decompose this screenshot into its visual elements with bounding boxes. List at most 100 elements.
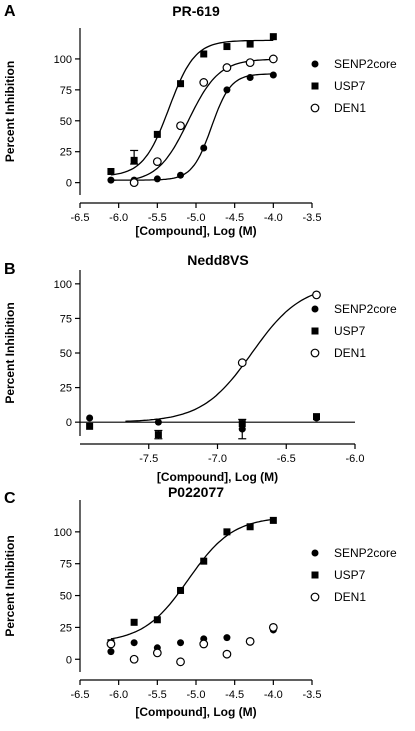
chart-title: Nedd8VS [187,252,248,268]
x-tick-label: -4.5 [225,212,244,224]
chart-panel-c: C P022077 0 25 50 75 100 -6.5 -6.0 -5.5 -5.0 -4.5 -4… [3,484,397,719]
x-tick-label: -7.0 [208,453,227,465]
data-point-den1 [106,639,116,649]
y-tick-label: 50 [60,591,72,603]
data-point-usp7 [269,516,277,524]
x-tick-label: -6.5 [277,453,296,465]
data-point-den1 [176,121,185,131]
x-axis-label: [Compound], Log (M) [157,470,278,484]
y-tick-label: 0 [66,654,72,666]
data-point-usp7 [238,420,246,428]
data-point-usp7 [223,528,231,536]
y-tick-label: 25 [60,383,72,395]
data-point-den1 [222,63,232,72]
legend-label: DEN1 [334,590,366,604]
data-point-den1 [312,290,321,300]
chart-panel-b: B Nedd8VS 0 25 50 75 100 -7.5 -7.0 -6.5 -6.0 [Compo… [3,252,397,484]
data-point-den1 [222,649,232,659]
data-point-usp7 [153,616,161,624]
legend-marker-senp2core [311,305,319,313]
x-tick-label: -6.5 [71,689,90,701]
legend-marker-senp2core [311,549,319,557]
legend-marker-senp2core [311,60,319,68]
data-point-den1 [152,648,162,658]
data-point-usp7 [246,40,254,48]
data-point-senp2core [107,176,115,184]
y-tick-label: 25 [60,622,72,634]
data-point-usp7 [269,33,277,41]
y-tick-label: 75 [60,85,72,97]
data-point-den1 [199,78,209,87]
x-tick-label: -4.5 [225,689,244,701]
data-point-den1 [176,657,185,667]
data-point-senp2core [154,418,162,426]
data-point-den1 [245,637,255,646]
fit-curve-den1 [125,292,317,422]
fit-curve-senp2core [110,73,274,181]
legend-label: USP7 [334,324,366,338]
chart-title: PR-619 [172,3,220,19]
data-point-den1 [152,157,162,167]
x-tick-label: -6.0 [346,453,365,465]
x-tick-label: -5.0 [187,212,206,224]
x-tick-label: -5.5 [148,212,167,224]
data-point-senp2core [130,639,138,647]
data-point-usp7 [130,618,138,626]
x-tick-label: -5.0 [187,689,206,701]
data-point-usp7 [313,413,320,421]
data-point-usp7 [107,167,115,175]
legend-marker-usp7 [311,82,319,90]
data-point-senp2core [200,144,208,152]
fit-curve-usp7 [110,518,274,640]
data-point-den1 [245,58,255,68]
data-point-den1 [268,623,278,632]
panel-letter: B [4,261,16,278]
data-point-senp2core [223,634,231,642]
data-point-senp2core [107,648,115,656]
data-point-usp7 [86,422,94,430]
data-point-den1 [237,358,247,368]
data-point-senp2core [246,73,254,81]
y-axis-label: Percent Inhibition [3,535,17,636]
y-tick-label: 0 [66,178,72,190]
x-axis-label: [Compound], Log (M) [135,705,256,719]
data-point-usp7 [200,50,208,58]
chart-title: P022077 [168,484,224,500]
data-point-den1 [129,654,139,664]
data-point-usp7 [177,80,185,88]
panel-letter: C [4,490,16,507]
data-point-den1 [199,639,209,649]
data-point-usp7 [153,130,161,138]
legend-marker-usp7 [311,571,319,579]
data-point-usp7 [130,156,138,164]
y-tick-label: 100 [54,54,72,66]
legend-label: SENP2core [334,302,397,316]
y-tick-label: 50 [60,348,72,360]
data-point-senp2core [177,171,185,179]
legend-label: DEN1 [334,346,366,360]
y-tick-label: 50 [60,116,72,128]
data-point-senp2core [86,414,94,422]
x-tick-label: -6.0 [109,689,128,701]
data-point-usp7 [177,586,185,594]
data-point-den1 [129,178,139,188]
panel-letter: A [4,3,16,20]
data-point-senp2core [223,86,231,94]
data-point-usp7 [200,557,208,565]
legend-marker-den1 [310,348,320,358]
x-tick-label: -6.5 [71,212,90,224]
y-tick-label: 25 [60,147,72,159]
legend-marker-den1 [310,103,320,113]
data-point-senp2core [238,425,246,433]
legend-label: SENP2core [334,546,397,560]
chart-panel-a: A PR-619 0 25 50 75 100 -6.5 -6.0 -5.5 -5.0 -4.5 -4.… [3,3,397,238]
x-tick-label: -4.0 [264,689,283,701]
data-point-usp7 [246,523,254,531]
y-tick-label: 100 [54,279,72,291]
data-point-senp2core [153,175,161,183]
x-axis-label: [Compound], Log (M) [135,224,256,238]
x-tick-label: -7.5 [139,453,158,465]
legend-label: USP7 [334,79,366,93]
x-tick-label: -3.5 [303,689,322,701]
